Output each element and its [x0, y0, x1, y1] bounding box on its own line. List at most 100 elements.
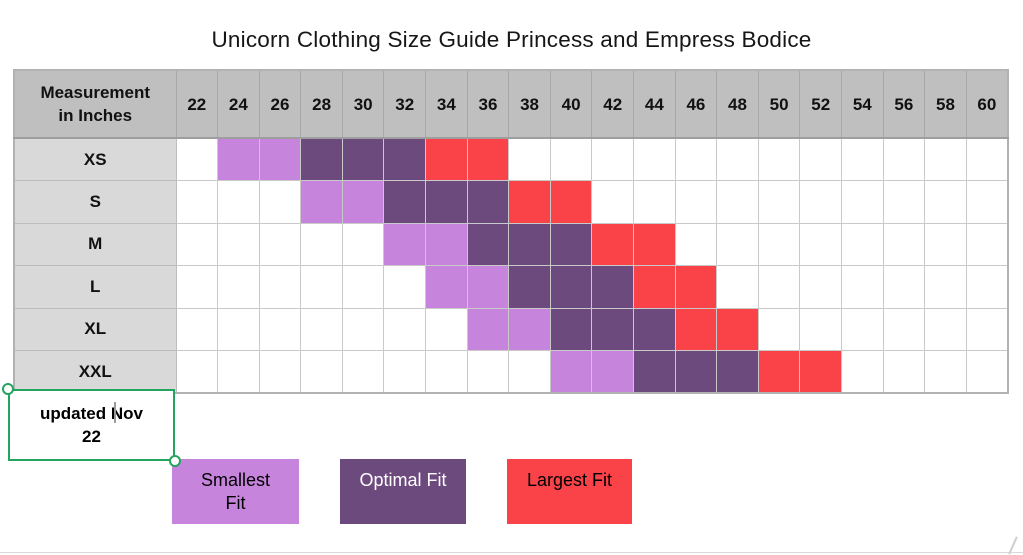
- size-cell[interactable]: [466, 180, 510, 224]
- size-cell[interactable]: [258, 265, 302, 309]
- size-cell[interactable]: [466, 137, 510, 181]
- size-cell[interactable]: [258, 222, 302, 266]
- size-guide-table[interactable]: Measurement in Inches 22 24 26 28 30 32 34 36 38 4…: [13, 69, 1009, 394]
- column-header[interactable]: 56: [882, 69, 926, 139]
- size-cell[interactable]: [217, 222, 260, 266]
- size-cell[interactable]: [757, 137, 801, 181]
- size-cell[interactable]: [716, 222, 759, 266]
- size-cell[interactable]: [841, 265, 884, 309]
- size-cell[interactable]: [383, 350, 427, 394]
- size-cell[interactable]: [965, 137, 1009, 181]
- column-header[interactable]: 44: [633, 69, 676, 139]
- size-cell[interactable]: [300, 137, 343, 181]
- size-cell[interactable]: [965, 350, 1009, 394]
- size-cell[interactable]: [508, 180, 551, 224]
- column-header[interactable]: 48: [716, 69, 759, 139]
- size-cell[interactable]: [508, 350, 551, 394]
- column-header[interactable]: 42: [591, 69, 635, 139]
- size-cell[interactable]: [425, 222, 468, 266]
- size-cell[interactable]: [674, 307, 718, 351]
- size-cell[interactable]: [674, 265, 718, 309]
- column-header[interactable]: 54: [841, 69, 884, 139]
- size-cell[interactable]: [549, 350, 593, 394]
- size-cell[interactable]: [591, 222, 635, 266]
- size-cell[interactable]: [965, 265, 1009, 309]
- measurement-header[interactable]: Measurement in Inches: [13, 69, 177, 139]
- size-cell[interactable]: [591, 265, 635, 309]
- legend-largest-fit[interactable]: Largest Fit: [507, 459, 632, 524]
- size-cell[interactable]: [924, 350, 967, 394]
- size-cell[interactable]: [341, 350, 385, 394]
- size-cell[interactable]: [674, 137, 718, 181]
- row-label[interactable]: S: [13, 180, 177, 224]
- size-cell[interactable]: [591, 137, 635, 181]
- size-cell[interactable]: [591, 180, 635, 224]
- column-header[interactable]: 52: [799, 69, 842, 139]
- size-cell[interactable]: [757, 350, 801, 394]
- row-label[interactable]: M: [13, 222, 177, 266]
- size-cell[interactable]: [175, 265, 219, 309]
- size-cell[interactable]: [841, 307, 884, 351]
- size-cell[interactable]: [217, 265, 260, 309]
- size-cell[interactable]: [674, 180, 718, 224]
- size-cell[interactable]: [300, 222, 343, 266]
- size-cell[interactable]: [757, 180, 801, 224]
- size-cell[interactable]: [716, 265, 759, 309]
- size-cell[interactable]: [258, 137, 302, 181]
- size-cell[interactable]: [924, 180, 967, 224]
- size-cell[interactable]: [757, 307, 801, 351]
- size-cell[interactable]: [425, 265, 468, 309]
- size-cell[interactable]: [300, 265, 343, 309]
- size-cell[interactable]: [799, 350, 842, 394]
- size-cell[interactable]: [466, 350, 510, 394]
- size-cell[interactable]: [882, 307, 926, 351]
- size-cell[interactable]: [425, 180, 468, 224]
- size-cell[interactable]: [549, 137, 593, 181]
- size-cell[interactable]: [425, 307, 468, 351]
- column-header[interactable]: 34: [425, 69, 468, 139]
- column-header[interactable]: 36: [466, 69, 510, 139]
- size-cell[interactable]: [841, 137, 884, 181]
- size-cell[interactable]: [716, 180, 759, 224]
- row-label[interactable]: XXL: [13, 350, 177, 394]
- size-cell[interactable]: [425, 350, 468, 394]
- size-cell[interactable]: [965, 180, 1009, 224]
- size-cell[interactable]: [217, 137, 260, 181]
- size-cell[interactable]: [716, 307, 759, 351]
- size-cell[interactable]: [549, 180, 593, 224]
- column-header[interactable]: 22: [175, 69, 219, 139]
- size-cell[interactable]: [341, 222, 385, 266]
- size-cell[interactable]: [924, 265, 967, 309]
- size-cell[interactable]: [175, 350, 219, 394]
- size-cell[interactable]: [841, 350, 884, 394]
- size-cell[interactable]: [882, 265, 926, 309]
- size-cell[interactable]: [217, 307, 260, 351]
- size-cell[interactable]: [175, 137, 219, 181]
- size-cell[interactable]: [300, 307, 343, 351]
- row-label[interactable]: L: [13, 265, 177, 309]
- size-cell[interactable]: [674, 222, 718, 266]
- row-label[interactable]: XL: [13, 307, 177, 351]
- size-cell[interactable]: [383, 265, 427, 309]
- size-cell[interactable]: [799, 222, 842, 266]
- size-cell[interactable]: [799, 180, 842, 224]
- size-cell[interactable]: [549, 265, 593, 309]
- column-header[interactable]: 26: [258, 69, 302, 139]
- column-header[interactable]: 60: [965, 69, 1009, 139]
- column-header[interactable]: 50: [757, 69, 801, 139]
- updated-note-textbox[interactable]: updated Nov 22: [8, 389, 175, 461]
- legend-smallest-fit[interactable]: Smallest Fit: [172, 459, 299, 524]
- size-cell[interactable]: [633, 222, 676, 266]
- size-cell[interactable]: [466, 222, 510, 266]
- column-header[interactable]: 24: [217, 69, 260, 139]
- column-header[interactable]: 28: [300, 69, 343, 139]
- size-cell[interactable]: [633, 180, 676, 224]
- size-cell[interactable]: [383, 222, 427, 266]
- size-cell[interactable]: [466, 307, 510, 351]
- size-cell[interactable]: [633, 265, 676, 309]
- size-cell[interactable]: [924, 222, 967, 266]
- size-cell[interactable]: [882, 180, 926, 224]
- size-cell[interactable]: [757, 265, 801, 309]
- column-header[interactable]: 58: [924, 69, 967, 139]
- size-cell[interactable]: [882, 350, 926, 394]
